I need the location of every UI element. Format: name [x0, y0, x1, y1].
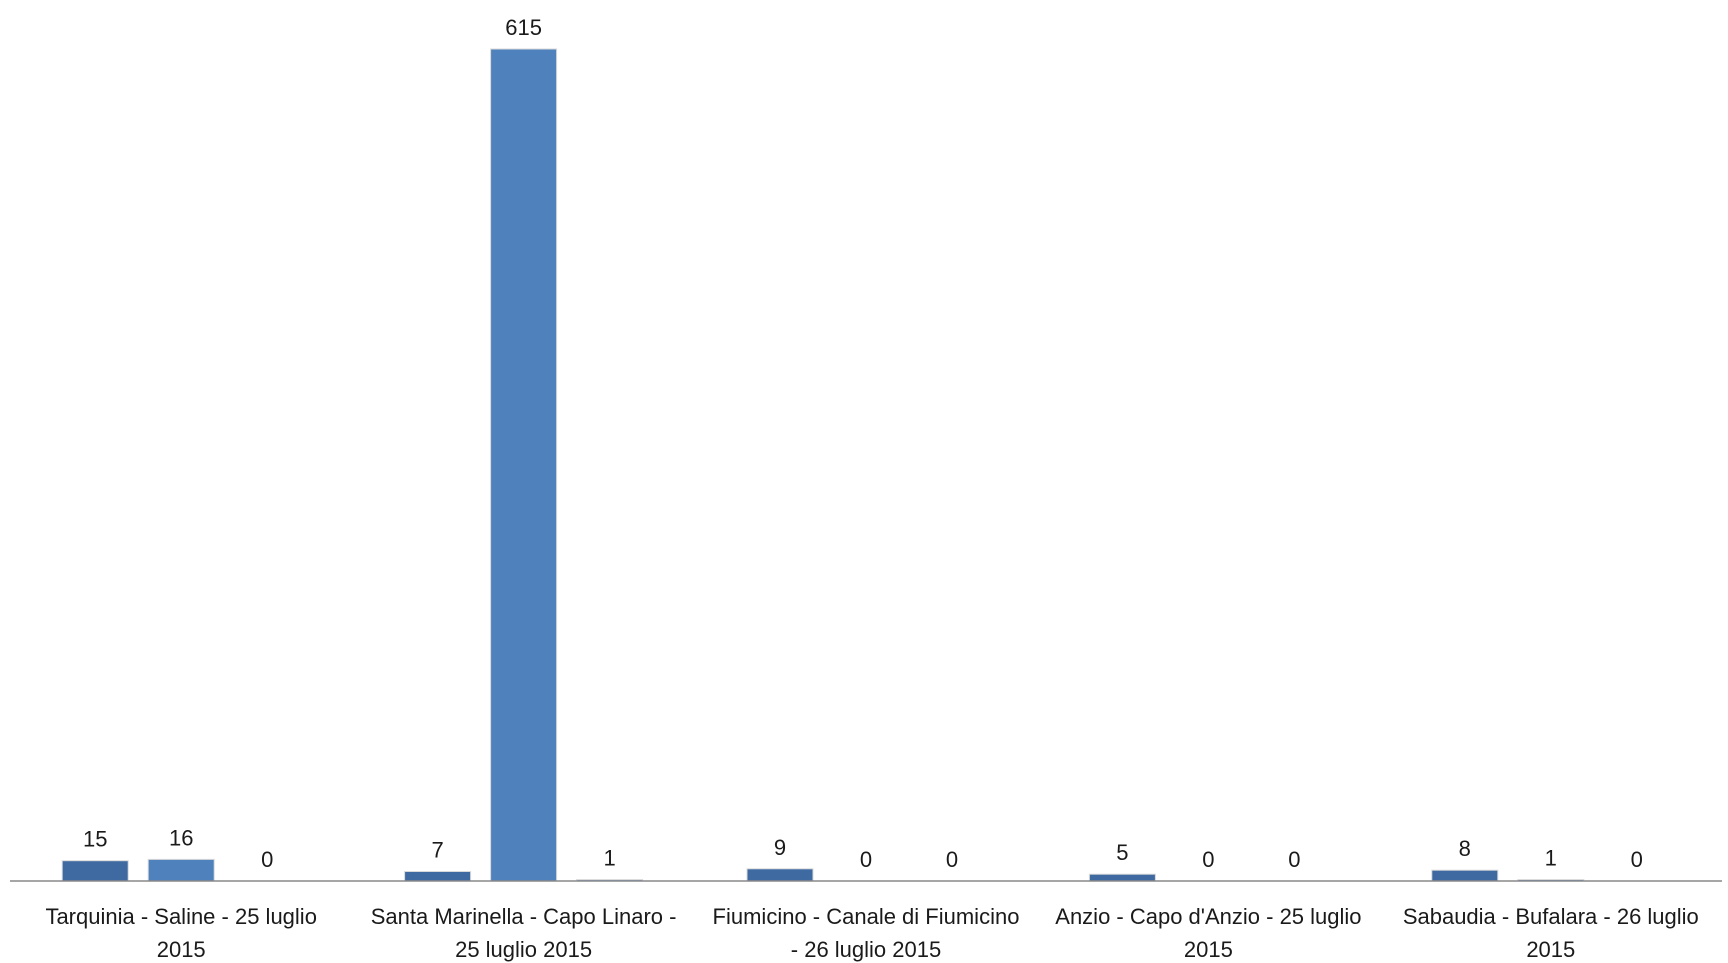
x-tick-label: 2015	[1184, 937, 1233, 962]
x-tick-label: Sabaudia - Bufalara - 26 luglio	[1403, 904, 1699, 929]
bar-value-label: 0	[946, 847, 958, 872]
x-tick-label: Anzio - Capo d'Anzio - 25 luglio	[1055, 904, 1361, 929]
bar	[61, 860, 129, 882]
bar	[404, 871, 472, 882]
bar-value-label: 1	[1545, 846, 1557, 871]
bar-value-label: 615	[505, 15, 542, 40]
x-tick-label: Tarquinia - Saline - 25 luglio	[45, 904, 317, 929]
bar-value-label: 1	[603, 846, 615, 871]
x-tick-label: 2015	[157, 937, 206, 962]
bar	[746, 868, 814, 882]
bar-value-label: 0	[860, 847, 872, 872]
bar-value-label: 0	[1202, 847, 1214, 872]
bar	[490, 48, 558, 882]
x-tick-label: 25 luglio 2015	[455, 937, 592, 962]
bar-value-label: 0	[1631, 847, 1643, 872]
bar-value-label: 5	[1116, 840, 1128, 865]
bar-value-label: 15	[83, 827, 107, 852]
bar	[1088, 873, 1156, 882]
bar-value-label: 7	[431, 838, 443, 863]
x-tick-label: 2015	[1526, 937, 1575, 962]
bar-value-label: 8	[1459, 836, 1471, 861]
x-tick-label: - 26 luglio 2015	[791, 937, 941, 962]
bar-value-label: 0	[1288, 847, 1300, 872]
bar-value-label: 0	[261, 847, 273, 872]
bar	[147, 858, 215, 882]
bar-value-label: 16	[169, 825, 193, 850]
bar	[1431, 869, 1499, 882]
bar-value-label: 9	[774, 835, 786, 860]
x-tick-label: Fiumicino - Canale di Fiumicino	[713, 904, 1020, 929]
x-tick-label: Santa Marinella - Capo Linaro -	[371, 904, 677, 929]
